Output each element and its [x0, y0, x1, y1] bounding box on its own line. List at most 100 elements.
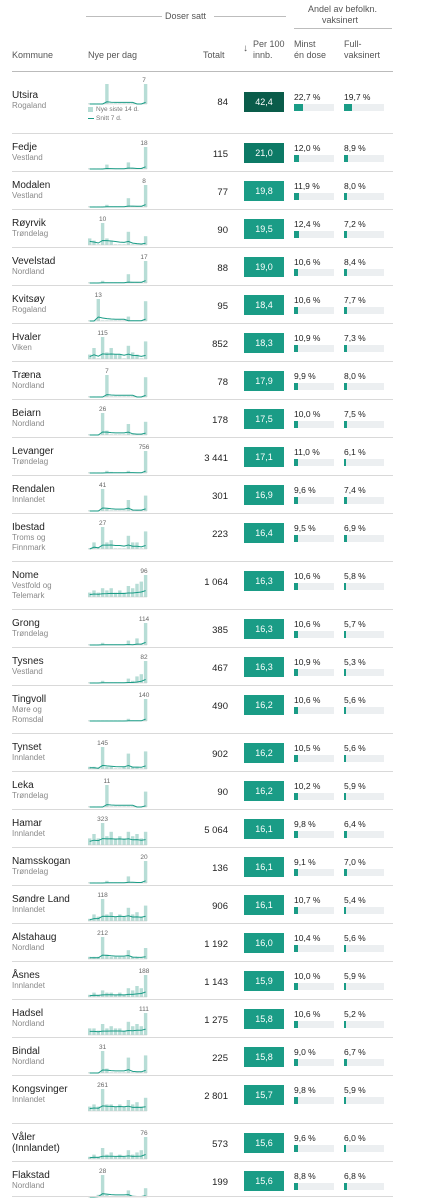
municipality-name[interactable]: Beiarn: [12, 408, 41, 419]
first-dose-bar: [294, 383, 334, 390]
municipality-name[interactable]: Hadsel: [12, 1008, 44, 1019]
sparkline-bar: [92, 348, 96, 359]
fully-vaccinated-bar-fill: [344, 459, 347, 466]
municipality-name[interactable]: Rendalen: [12, 484, 55, 495]
sparkline-bar: [88, 354, 92, 359]
first-dose-pct: 10,7 %: [294, 895, 321, 905]
sparkline-bar: [118, 434, 122, 435]
municipality-name[interactable]: Namsskogan: [12, 856, 71, 867]
sparkline-bar: [139, 674, 143, 683]
municipality-name-line2[interactable]: (Innlandet): [12, 1143, 60, 1154]
total-doses: 136: [212, 863, 228, 874]
first-dose-bar-fill: [294, 1059, 298, 1066]
col-first-dose-line2[interactable]: én dose: [294, 50, 327, 60]
municipality-name[interactable]: Våler: [12, 1132, 36, 1143]
col-fully-vaccinated-line2[interactable]: vaksinert: [344, 50, 381, 60]
col-kommune[interactable]: Kommune: [12, 50, 54, 60]
municipality-name[interactable]: Flakstad: [12, 1170, 50, 1181]
municipality-name[interactable]: Kvitsøy: [12, 294, 45, 305]
municipality-name[interactable]: Levanger: [12, 446, 54, 457]
municipality-name[interactable]: Røyrvik: [12, 218, 46, 229]
municipality-name[interactable]: Tingvoll: [12, 694, 47, 705]
municipality-name[interactable]: Utsira: [12, 90, 39, 101]
municipality-name[interactable]: Hvaler: [12, 332, 41, 343]
sparkline-bar: [88, 103, 92, 104]
municipality-name[interactable]: Ibestad: [12, 522, 45, 533]
col-per100-line1[interactable]: Per 100: [253, 39, 285, 49]
sparkline-legend-bars: Nye siste 14 d.: [88, 105, 139, 114]
doses-group-rule: [86, 16, 162, 17]
sparkline-bar: [122, 434, 126, 435]
per-100-badge: 15,9: [244, 971, 284, 991]
fully-vaccinated-pct: 19,7 %: [344, 92, 371, 102]
municipality-name[interactable]: Tynset: [12, 742, 42, 753]
fully-vaccinated-bar-fill: [344, 497, 347, 504]
municipality-name[interactable]: Vevelstad: [12, 256, 56, 267]
new-doses-sparkline: 323: [88, 816, 148, 846]
municipality-name[interactable]: Kongsvinger: [12, 1084, 68, 1095]
county-name: Rogaland: [12, 305, 47, 314]
first-dose-pct: 12,0 %: [294, 143, 321, 153]
total-doses: 1 275: [204, 1015, 228, 1026]
sparkline-bar: [143, 261, 148, 283]
first-dose-bar: [294, 155, 334, 162]
sparkline-bar: [143, 623, 148, 645]
sparkline-average-line: [89, 679, 146, 684]
sparkline-peak-label: 111: [139, 1006, 149, 1013]
sparkline-bar: [143, 1137, 148, 1159]
row-divider: [12, 561, 393, 562]
sparkline-bar: [122, 510, 126, 511]
first-dose-bar: [294, 831, 334, 838]
sparkline-bar: [143, 699, 148, 721]
table-row: Bindal Nordland 31 225 15,8 9,0 % 6,7 %: [0, 1038, 432, 1076]
sparkline-average-line: [89, 470, 146, 474]
col-total[interactable]: Totalt: [203, 50, 225, 60]
col-new-per-day[interactable]: Nye per dag: [88, 50, 138, 60]
municipality-name[interactable]: Fedje: [12, 142, 38, 153]
municipality-name[interactable]: Modalen: [12, 180, 51, 191]
municipality-name[interactable]: Åsnes: [12, 970, 40, 981]
sparkline-bar: [126, 1021, 131, 1035]
fully-vaccinated-bar-fill: [344, 983, 347, 990]
col-first-dose-line1[interactable]: Minst: [294, 39, 316, 49]
table-row: Rendalen Innlandet 41 301 16,9 9,6 % 7,4 %: [0, 476, 432, 514]
fully-vaccinated-pct: 5,6 %: [344, 743, 366, 753]
sparkline-bar: [143, 791, 148, 807]
municipality-name[interactable]: Grong: [12, 618, 40, 629]
arrow-down-icon[interactable]: ↓: [243, 43, 248, 54]
municipality-name[interactable]: Bindal: [12, 1046, 40, 1057]
sparkline-bar: [143, 1013, 148, 1035]
first-dose-bar-fill: [294, 193, 299, 200]
municipality-name[interactable]: Tysnes: [12, 656, 44, 667]
col-fully-vaccinated-line1[interactable]: Full-: [344, 39, 362, 49]
table-row: Hadsel Nordland 111 1 275 15,8 10,6 % 5,2 %: [0, 1000, 432, 1038]
municipality-name[interactable]: Søndre Land: [12, 894, 70, 905]
sparkline-bar: [126, 1057, 131, 1073]
sparkline-peak-label: 76: [140, 1130, 148, 1137]
sparkline-bar: [100, 280, 105, 283]
municipality-name[interactable]: Nome: [12, 570, 39, 581]
col-per100-line2[interactable]: innb.: [253, 50, 273, 60]
fully-vaccinated-bar-fill: [344, 1097, 347, 1104]
sparkline-average-line: [89, 507, 146, 512]
new-doses-sparkline: 111: [88, 1006, 149, 1036]
sparkline-bar: [105, 1154, 109, 1159]
first-dose-bar: [294, 583, 334, 590]
municipality-name[interactable]: Hamar: [12, 818, 43, 829]
fully-vaccinated-pct: 6,0 %: [344, 1133, 366, 1143]
first-dose-pct: 11,9 %: [294, 181, 320, 191]
fully-vaccinated-bar: [344, 307, 384, 314]
first-dose-bar-fill: [294, 421, 298, 428]
row-divider: [12, 399, 393, 400]
sparkline-bar: [88, 320, 92, 321]
per-100-badge: 18,4: [244, 295, 284, 315]
municipality-name[interactable]: Træna: [12, 370, 42, 381]
sparkline-bar: [118, 354, 122, 359]
sparkline-bar: [105, 508, 109, 511]
municipality-name[interactable]: Leka: [12, 780, 34, 791]
first-dose-pct: 10,6 %: [294, 619, 321, 629]
municipality-name[interactable]: Alstahaug: [12, 932, 57, 943]
sparkline-peak-label: 756: [139, 444, 150, 451]
row-divider: [12, 1123, 393, 1124]
first-dose-pct: 10,6 %: [294, 1009, 321, 1019]
